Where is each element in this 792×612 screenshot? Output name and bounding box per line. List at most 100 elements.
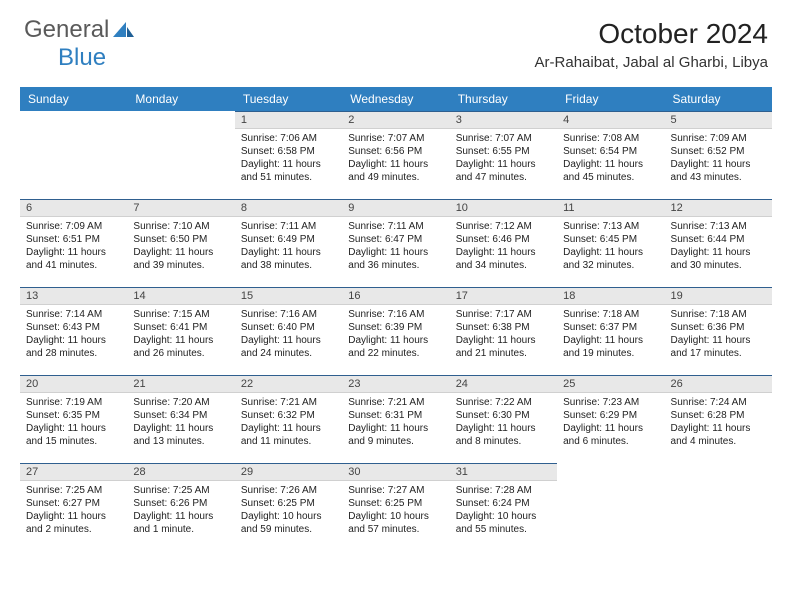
calendar-day-cell: 12Sunrise: 7:13 AMSunset: 6:44 PMDayligh… (665, 199, 772, 287)
weekday-header: Sunday (20, 87, 127, 111)
calendar-day-cell: 6Sunrise: 7:09 AMSunset: 6:51 PMDaylight… (20, 199, 127, 287)
day-data: Sunrise: 7:09 AMSunset: 6:51 PMDaylight:… (20, 217, 127, 276)
calendar-day-cell: 18Sunrise: 7:18 AMSunset: 6:37 PMDayligh… (557, 287, 664, 375)
calendar-day-cell (557, 463, 664, 551)
weekday-header: Tuesday (235, 87, 342, 111)
day-data: Sunrise: 7:10 AMSunset: 6:50 PMDaylight:… (127, 217, 234, 276)
day-data: Sunrise: 7:26 AMSunset: 6:25 PMDaylight:… (235, 481, 342, 540)
calendar-week-row: 1Sunrise: 7:06 AMSunset: 6:58 PMDaylight… (20, 111, 772, 199)
day-data: Sunrise: 7:11 AMSunset: 6:47 PMDaylight:… (342, 217, 449, 276)
calendar-day-cell: 1Sunrise: 7:06 AMSunset: 6:58 PMDaylight… (235, 111, 342, 199)
calendar-week-row: 27Sunrise: 7:25 AMSunset: 6:27 PMDayligh… (20, 463, 772, 551)
day-number: 16 (342, 287, 449, 305)
calendar-day-cell (127, 111, 234, 199)
calendar-day-cell: 31Sunrise: 7:28 AMSunset: 6:24 PMDayligh… (450, 463, 557, 551)
calendar-day-cell: 25Sunrise: 7:23 AMSunset: 6:29 PMDayligh… (557, 375, 664, 463)
day-number: 5 (665, 111, 772, 129)
day-data: Sunrise: 7:14 AMSunset: 6:43 PMDaylight:… (20, 305, 127, 364)
day-data: Sunrise: 7:20 AMSunset: 6:34 PMDaylight:… (127, 393, 234, 452)
brand-part2: Blue (58, 46, 135, 70)
day-data: Sunrise: 7:18 AMSunset: 6:37 PMDaylight:… (557, 305, 664, 364)
day-number: 15 (235, 287, 342, 305)
day-data: Sunrise: 7:18 AMSunset: 6:36 PMDaylight:… (665, 305, 772, 364)
day-number: 26 (665, 375, 772, 393)
calendar-day-cell: 9Sunrise: 7:11 AMSunset: 6:47 PMDaylight… (342, 199, 449, 287)
calendar-day-cell (20, 111, 127, 199)
calendar-day-cell: 13Sunrise: 7:14 AMSunset: 6:43 PMDayligh… (20, 287, 127, 375)
page-title: October 2024 (535, 18, 768, 50)
day-data: Sunrise: 7:22 AMSunset: 6:30 PMDaylight:… (450, 393, 557, 452)
day-number: 13 (20, 287, 127, 305)
day-number: 17 (450, 287, 557, 305)
calendar-day-cell: 16Sunrise: 7:16 AMSunset: 6:39 PMDayligh… (342, 287, 449, 375)
calendar-day-cell: 8Sunrise: 7:11 AMSunset: 6:49 PMDaylight… (235, 199, 342, 287)
calendar-table: SundayMondayTuesdayWednesdayThursdayFrid… (20, 87, 772, 551)
day-data: Sunrise: 7:12 AMSunset: 6:46 PMDaylight:… (450, 217, 557, 276)
day-data: Sunrise: 7:06 AMSunset: 6:58 PMDaylight:… (235, 129, 342, 188)
calendar-day-cell: 20Sunrise: 7:19 AMSunset: 6:35 PMDayligh… (20, 375, 127, 463)
day-number: 9 (342, 199, 449, 217)
day-data: Sunrise: 7:23 AMSunset: 6:29 PMDaylight:… (557, 393, 664, 452)
page-header: General Blue October 2024 Ar-Rahaibat, Ja… (0, 0, 792, 79)
day-data: Sunrise: 7:21 AMSunset: 6:31 PMDaylight:… (342, 393, 449, 452)
calendar-week-row: 20Sunrise: 7:19 AMSunset: 6:35 PMDayligh… (20, 375, 772, 463)
calendar-day-cell: 17Sunrise: 7:17 AMSunset: 6:38 PMDayligh… (450, 287, 557, 375)
day-number: 27 (20, 463, 127, 481)
calendar-day-cell: 19Sunrise: 7:18 AMSunset: 6:36 PMDayligh… (665, 287, 772, 375)
day-data: Sunrise: 7:15 AMSunset: 6:41 PMDaylight:… (127, 305, 234, 364)
weekday-header-row: SundayMondayTuesdayWednesdayThursdayFrid… (20, 87, 772, 111)
brand-part1: General (24, 16, 109, 43)
calendar-day-cell: 14Sunrise: 7:15 AMSunset: 6:41 PMDayligh… (127, 287, 234, 375)
calendar-day-cell: 21Sunrise: 7:20 AMSunset: 6:34 PMDayligh… (127, 375, 234, 463)
calendar-day-cell: 24Sunrise: 7:22 AMSunset: 6:30 PMDayligh… (450, 375, 557, 463)
day-data: Sunrise: 7:28 AMSunset: 6:24 PMDaylight:… (450, 481, 557, 540)
day-number: 22 (235, 375, 342, 393)
day-data: Sunrise: 7:16 AMSunset: 6:40 PMDaylight:… (235, 305, 342, 364)
day-data: Sunrise: 7:13 AMSunset: 6:44 PMDaylight:… (665, 217, 772, 276)
day-number: 18 (557, 287, 664, 305)
day-number: 2 (342, 111, 449, 129)
day-number: 1 (235, 111, 342, 129)
day-number: 7 (127, 199, 234, 217)
calendar-day-cell: 15Sunrise: 7:16 AMSunset: 6:40 PMDayligh… (235, 287, 342, 375)
calendar-day-cell: 3Sunrise: 7:07 AMSunset: 6:55 PMDaylight… (450, 111, 557, 199)
weekday-header: Friday (557, 87, 664, 111)
day-data: Sunrise: 7:09 AMSunset: 6:52 PMDaylight:… (665, 129, 772, 188)
day-data: Sunrise: 7:19 AMSunset: 6:35 PMDaylight:… (20, 393, 127, 452)
location-text: Ar-Rahaibat, Jabal al Gharbi, Libya (535, 54, 768, 71)
calendar-day-cell: 2Sunrise: 7:07 AMSunset: 6:56 PMDaylight… (342, 111, 449, 199)
calendar-day-cell: 26Sunrise: 7:24 AMSunset: 6:28 PMDayligh… (665, 375, 772, 463)
day-number: 11 (557, 199, 664, 217)
day-data: Sunrise: 7:25 AMSunset: 6:27 PMDaylight:… (20, 481, 127, 540)
day-number: 30 (342, 463, 449, 481)
day-number: 3 (450, 111, 557, 129)
weekday-header: Monday (127, 87, 234, 111)
day-number: 20 (20, 375, 127, 393)
calendar-day-cell: 23Sunrise: 7:21 AMSunset: 6:31 PMDayligh… (342, 375, 449, 463)
calendar-day-cell: 28Sunrise: 7:25 AMSunset: 6:26 PMDayligh… (127, 463, 234, 551)
day-number: 25 (557, 375, 664, 393)
day-data: Sunrise: 7:21 AMSunset: 6:32 PMDaylight:… (235, 393, 342, 452)
calendar-day-cell (665, 463, 772, 551)
calendar-day-cell: 7Sunrise: 7:10 AMSunset: 6:50 PMDaylight… (127, 199, 234, 287)
day-number: 24 (450, 375, 557, 393)
calendar-week-row: 6Sunrise: 7:09 AMSunset: 6:51 PMDaylight… (20, 199, 772, 287)
day-number: 12 (665, 199, 772, 217)
day-data: Sunrise: 7:24 AMSunset: 6:28 PMDaylight:… (665, 393, 772, 452)
day-number: 21 (127, 375, 234, 393)
day-data: Sunrise: 7:07 AMSunset: 6:55 PMDaylight:… (450, 129, 557, 188)
day-data: Sunrise: 7:11 AMSunset: 6:49 PMDaylight:… (235, 217, 342, 276)
weekday-header: Thursday (450, 87, 557, 111)
day-number: 23 (342, 375, 449, 393)
day-number: 6 (20, 199, 127, 217)
calendar-week-row: 13Sunrise: 7:14 AMSunset: 6:43 PMDayligh… (20, 287, 772, 375)
weekday-header: Wednesday (342, 87, 449, 111)
day-data: Sunrise: 7:25 AMSunset: 6:26 PMDaylight:… (127, 481, 234, 540)
day-number: 10 (450, 199, 557, 217)
weekday-header: Saturday (665, 87, 772, 111)
day-data: Sunrise: 7:27 AMSunset: 6:25 PMDaylight:… (342, 481, 449, 540)
brand-logo: General Blue (24, 18, 135, 70)
calendar-day-cell: 22Sunrise: 7:21 AMSunset: 6:32 PMDayligh… (235, 375, 342, 463)
calendar-day-cell: 5Sunrise: 7:09 AMSunset: 6:52 PMDaylight… (665, 111, 772, 199)
day-data: Sunrise: 7:08 AMSunset: 6:54 PMDaylight:… (557, 129, 664, 188)
